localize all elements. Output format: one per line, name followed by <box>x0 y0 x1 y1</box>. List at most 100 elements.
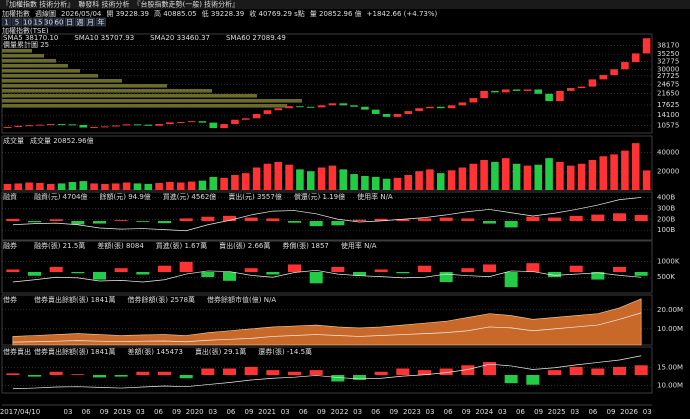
panel-label: 成交量 <box>3 136 24 145</box>
volume-bar <box>588 160 597 190</box>
change-bar <box>548 272 561 278</box>
volume-profile-bar <box>2 89 212 93</box>
candle-body <box>512 89 521 91</box>
panel-legend: 借券賣出餘額(張) 1841萬 <box>34 295 116 304</box>
sma-legend: SMA20 33460.37 <box>150 34 210 42</box>
change-bar <box>634 272 648 276</box>
change-bar <box>136 272 150 275</box>
period-button-label[interactable]: 日 <box>66 19 73 27</box>
change-bar <box>244 217 258 221</box>
menu-item[interactable]: 『台股指數走勢(一般) 技術分析』 <box>133 0 239 9</box>
x-tick-label: 03 <box>643 408 652 416</box>
period-button-label[interactable]: 5 <box>15 19 19 27</box>
change-bar <box>309 370 323 375</box>
period-button[interactable] <box>85 17 96 27</box>
quote-text: 2026/05/04 <box>61 10 102 18</box>
volume-bar <box>111 183 120 190</box>
change-bar <box>634 215 648 221</box>
volume-profile-bar <box>2 104 287 108</box>
menu-item[interactable]: 聯發科 技術分析 <box>78 0 129 9</box>
period-button[interactable] <box>96 17 106 27</box>
volume-bar <box>599 156 608 190</box>
volume-bar <box>263 163 272 190</box>
quote-text: 高 40885.05 <box>154 9 197 18</box>
period-button-label[interactable]: 10 <box>23 19 32 27</box>
period-button-label[interactable]: 60 <box>55 19 64 27</box>
change-bar <box>28 221 41 223</box>
period-button[interactable] <box>75 17 85 27</box>
candle-body <box>263 110 272 114</box>
volume-bar <box>209 176 218 190</box>
change-bar <box>613 366 626 375</box>
period-button[interactable] <box>54 17 64 27</box>
volume-bar <box>306 171 315 190</box>
change-bar <box>49 266 63 272</box>
volume-bar <box>393 177 402 190</box>
period-button-label[interactable]: 30 <box>44 19 53 27</box>
candle-body <box>328 103 337 106</box>
candle-body <box>101 126 109 128</box>
volume-bar <box>350 174 358 190</box>
volume-bar <box>577 163 586 190</box>
menu-item[interactable]: 『加權指數 技術分析』 <box>2 0 74 9</box>
volume-bar <box>404 175 413 190</box>
candle-body <box>458 102 467 106</box>
volume-profile-bar <box>2 69 80 73</box>
change-bar <box>6 218 20 221</box>
volume-bar <box>371 176 380 190</box>
x-tick-label: 2023 <box>403 408 421 416</box>
period-button[interactable] <box>22 17 33 27</box>
quote-text: 量 20852.96 億 <box>310 9 362 18</box>
change-bar <box>288 264 301 272</box>
period-button-label[interactable]: 月 <box>87 19 94 27</box>
candle-body <box>523 89 532 91</box>
period-button-label[interactable]: 年 <box>98 18 105 27</box>
candle-body <box>122 124 131 126</box>
sma-legend: SMA60 27089.49 <box>226 34 286 42</box>
y-tick-label: 40000 <box>657 149 679 157</box>
change-bar <box>266 218 280 221</box>
period-button-label[interactable]: 15 <box>34 19 43 27</box>
panel-legend: 借券餘額市值(億) N/A <box>207 295 276 304</box>
change-bar <box>201 272 215 278</box>
candle-body <box>588 79 597 87</box>
change-bar <box>223 368 236 375</box>
panel-legend: 借券餘額(張) 2578萬 <box>128 295 196 304</box>
period-button-label[interactable]: 週 <box>77 18 84 27</box>
candle-body <box>285 106 293 109</box>
panel-legend: 還券(張) -14.5萬 <box>258 347 312 356</box>
candle-body <box>296 106 304 108</box>
x-tick-label: 06 <box>371 408 380 416</box>
volume-bar <box>566 165 575 190</box>
candle-body <box>501 89 510 93</box>
y-tick-label: 100B <box>657 226 675 234</box>
candle-body <box>545 93 553 101</box>
period-button-label[interactable]: 1 <box>4 19 8 27</box>
period-button[interactable] <box>1 17 12 27</box>
change-bar <box>504 375 518 384</box>
volume-bar <box>144 183 153 190</box>
x-tick-label: 09 <box>389 408 398 416</box>
change-bar <box>353 272 366 276</box>
panel-legend: 賣出(張) 2.66萬 <box>219 241 270 250</box>
panel-label: 融資 <box>3 192 17 201</box>
symbol: 加權指數(TSE) <box>2 26 49 35</box>
x-tick-label: 2022 <box>331 408 349 416</box>
volume-bar <box>501 158 510 190</box>
volume-bar <box>621 150 629 190</box>
volume-bar <box>90 183 98 190</box>
period-button[interactable] <box>33 17 43 27</box>
x-tick-label: 09 <box>245 408 254 416</box>
period-button[interactable] <box>43 17 54 27</box>
candle-body <box>3 126 12 128</box>
candle-body <box>393 113 402 117</box>
candle-body <box>631 53 640 63</box>
candle-body <box>187 121 196 123</box>
x-tick-label: 09 <box>534 408 543 416</box>
period-button[interactable] <box>12 17 22 27</box>
candle-body <box>90 126 98 128</box>
period-button[interactable] <box>64 17 75 27</box>
candle-body <box>274 108 283 111</box>
candle-body <box>144 124 153 126</box>
